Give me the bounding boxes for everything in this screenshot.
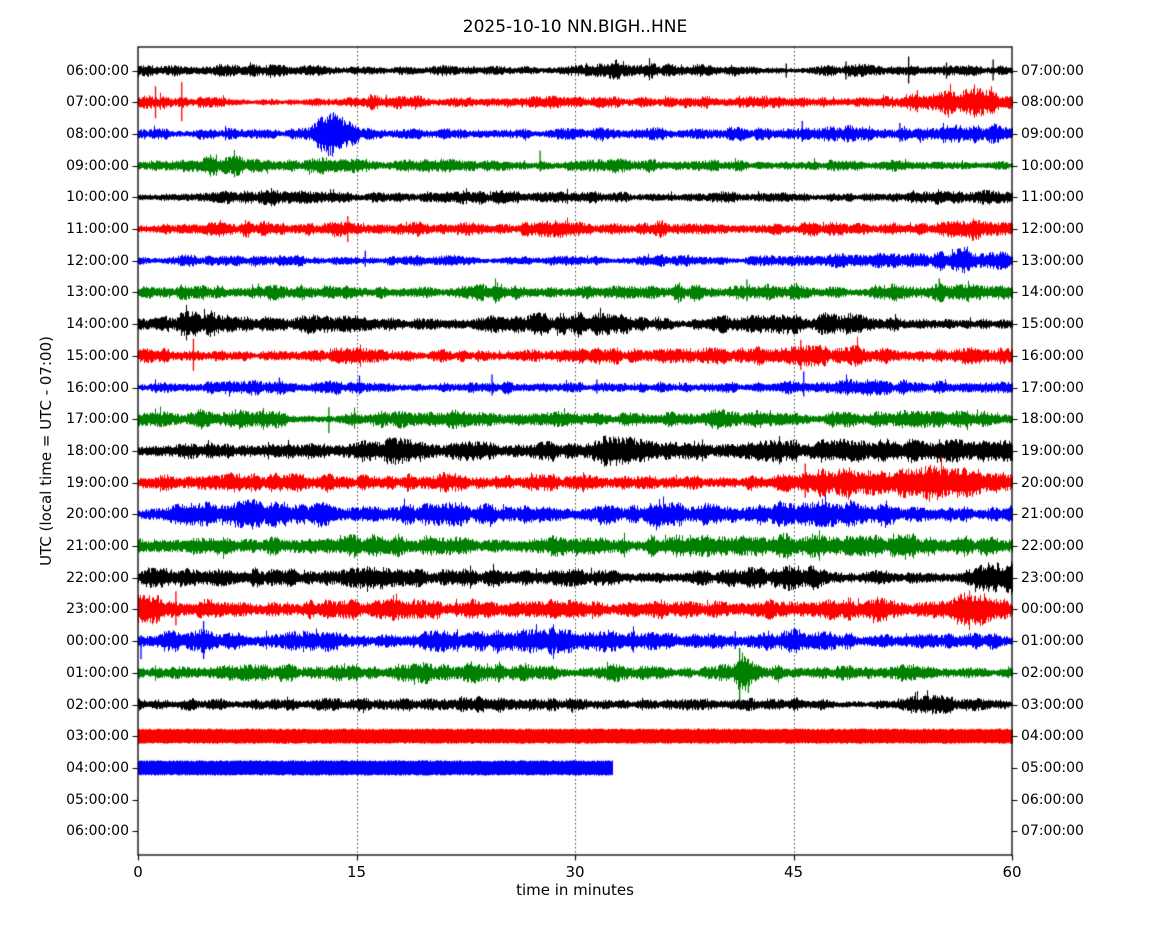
local-time-label: 20:00:00 — [1021, 474, 1084, 491]
utc-time-label: 08:00:00 — [66, 125, 129, 142]
local-time-label: 14:00:00 — [1021, 284, 1084, 301]
utc-time-label: 14:00:00 — [66, 316, 129, 333]
utc-time-label: 16:00:00 — [66, 379, 129, 396]
local-time-label: 08:00:00 — [1021, 94, 1084, 111]
x-tick-label: 0 — [133, 863, 143, 881]
utc-time-label: 06:00:00 — [66, 62, 129, 79]
x-tick-label: 60 — [1002, 863, 1022, 881]
utc-time-label: 00:00:00 — [66, 633, 129, 650]
utc-time-label: 09:00:00 — [66, 157, 129, 174]
utc-time-label: 21:00:00 — [66, 538, 129, 554]
utc-time-label: 05:00:00 — [66, 791, 129, 808]
local-time-label: 18:00:00 — [1021, 411, 1084, 428]
local-time-label: 19:00:00 — [1021, 442, 1084, 459]
x-tick-label: 30 — [565, 863, 585, 881]
local-time-label: 23:00:00 — [1021, 569, 1084, 586]
x-tick-label: 15 — [346, 863, 367, 881]
local-time-label: 09:00:00 — [1021, 125, 1084, 142]
utc-time-label: 10:00:00 — [66, 189, 129, 206]
utc-time-label: 15:00:00 — [66, 347, 129, 364]
utc-time-label: 03:00:00 — [66, 728, 129, 745]
local-time-label: 04:00:00 — [1021, 728, 1084, 745]
local-time-label: 02:00:00 — [1021, 664, 1084, 681]
utc-time-label: 07:00:00 — [66, 94, 129, 111]
utc-time-label: 23:00:00 — [66, 601, 129, 618]
local-time-label: 17:00:00 — [1021, 379, 1084, 396]
local-time-label: 22:00:00 — [1021, 538, 1084, 554]
utc-time-label: 22:00:00 — [66, 569, 129, 586]
local-time-label: 05:00:00 — [1021, 759, 1084, 776]
local-time-label: 03:00:00 — [1021, 696, 1084, 713]
utc-time-label: 17:00:00 — [66, 411, 129, 428]
local-time-label: 01:00:00 — [1021, 633, 1084, 650]
utc-time-label: 12:00:00 — [66, 252, 129, 269]
utc-time-label: 06:00:00 — [66, 823, 129, 840]
utc-time-label: 19:00:00 — [66, 474, 129, 491]
local-time-label: 16:00:00 — [1021, 347, 1084, 364]
local-time-label: 12:00:00 — [1021, 221, 1084, 237]
utc-time-label: 13:00:00 — [66, 284, 129, 301]
local-time-label: 07:00:00 — [1021, 823, 1084, 840]
utc-time-label: 18:00:00 — [66, 442, 129, 459]
x-tick-label: 45 — [783, 863, 804, 881]
chart-title: 2025-10-10 NN.BIGH..HNE — [462, 17, 688, 37]
local-time-label: 00:00:00 — [1021, 601, 1084, 618]
utc-time-label: 11:00:00 — [66, 221, 129, 237]
utc-time-label: 20:00:00 — [66, 506, 129, 523]
local-time-label: 13:00:00 — [1021, 252, 1084, 269]
local-time-label: 15:00:00 — [1021, 316, 1084, 333]
local-time-label: 06:00:00 — [1021, 791, 1084, 808]
local-time-label: 07:00:00 — [1021, 62, 1084, 79]
local-time-label: 21:00:00 — [1021, 506, 1084, 523]
utc-time-label: 01:00:00 — [66, 664, 129, 681]
utc-time-label: 04:00:00 — [66, 759, 129, 776]
local-time-label: 10:00:00 — [1021, 157, 1084, 174]
utc-time-label: 02:00:00 — [66, 696, 129, 713]
local-time-label: 11:00:00 — [1021, 189, 1084, 206]
x-axis-title: time in minutes — [516, 881, 634, 899]
